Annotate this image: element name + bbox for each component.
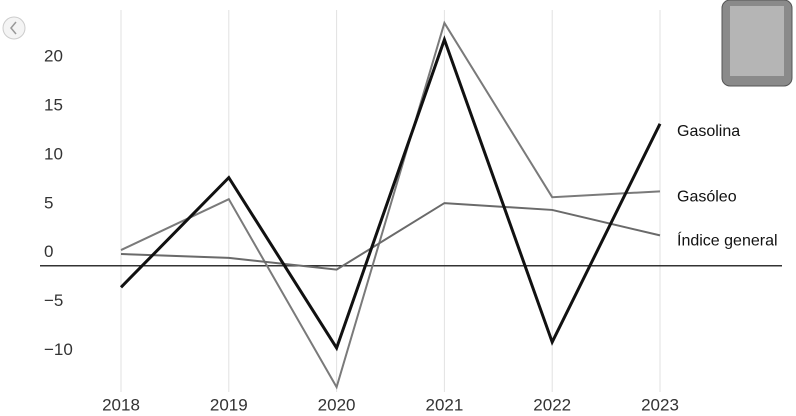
x-tick-label: 2019 — [210, 395, 248, 414]
back-icon — [10, 21, 17, 35]
x-tick-label: 2023 — [641, 395, 679, 414]
y-tick-label: −5 — [44, 291, 63, 310]
series-line — [120, 202, 661, 271]
y-tick-label: 15 — [44, 95, 63, 114]
series-line — [119, 35, 662, 352]
y-tick-label: 0 — [44, 242, 53, 261]
y-tick-label: −10 — [44, 340, 73, 359]
x-tick-label: 2021 — [425, 395, 463, 414]
y-tick-label: 10 — [44, 144, 63, 163]
x-tick-label: 2020 — [318, 395, 356, 414]
x-tick-label: 2022 — [533, 395, 571, 414]
series-line — [120, 20, 661, 390]
x-tick-label: 2018 — [102, 395, 140, 414]
y-tick-label: 20 — [44, 46, 63, 65]
back-button[interactable] — [2, 16, 26, 40]
series-label: Índice general — [677, 231, 778, 250]
y-tick-label: 5 — [44, 193, 53, 212]
series-label: Gasolina — [677, 123, 740, 140]
series-label: Gasóleo — [677, 189, 737, 206]
thumbnail-inner — [730, 6, 784, 76]
